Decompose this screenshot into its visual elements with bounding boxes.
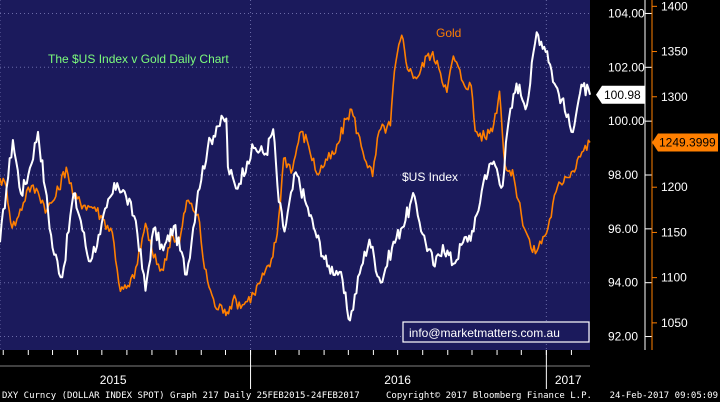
- gold-last-value-bg: [652, 133, 718, 152]
- gold-label: Gold: [436, 26, 461, 40]
- watermark-text[interactable]: info@marketmatters.com.au: [409, 326, 560, 340]
- gold-line: [0, 34, 591, 317]
- usd-last-value-tag: 100.98: [596, 85, 645, 104]
- right-axis-tick-label: 1300: [661, 90, 688, 104]
- right-axis-tick-label: 1150: [661, 225, 687, 239]
- usd-line: [0, 31, 591, 322]
- x-axis-year-label: 2015: [100, 373, 127, 387]
- right-axis-tick-label: 1350: [661, 45, 688, 59]
- usd-series: [0, 31, 591, 322]
- chart-title: The $US Index v Gold Daily Chart: [48, 52, 229, 66]
- x-axis-year-label: 2017: [555, 373, 582, 387]
- gold-series: [0, 34, 591, 317]
- footer-left: DXY Curncy (DOLLAR INDEX SPOT) Graph 217…: [2, 391, 360, 401]
- x-axis: 2015 2016 2017: [0, 350, 590, 389]
- usd-label: $US Index: [402, 170, 458, 184]
- footer-center: Copyright© 2017 Bloomberg Finance L.P.: [386, 391, 592, 401]
- usd-last-value: 100.98: [604, 88, 641, 102]
- left-axis-tick-label: 96.00: [608, 222, 638, 236]
- x-axis-year-label: 2016: [384, 373, 411, 387]
- left-axis-tick-label: 94.00: [608, 276, 638, 290]
- left-axis-tick-label: 102.00: [608, 60, 645, 74]
- gold-last-value: 1249.3999: [659, 136, 716, 150]
- right-axis-tick-label: 1400: [661, 0, 688, 13]
- usd-last-value-bg: [596, 85, 645, 104]
- left-axis-tick-label: 104.00: [608, 6, 645, 20]
- footer-right: 24-Feb-2017 09:05:09: [610, 391, 718, 401]
- left-axis-tick-label: 92.00: [608, 330, 638, 344]
- right-axis-tick-label: 1050: [661, 316, 688, 330]
- watermark-box[interactable]: info@marketmatters.com.au: [402, 321, 590, 343]
- left-axis-tick-label: 100.00: [608, 114, 645, 128]
- right-axis-tick-label: 1200: [661, 180, 688, 194]
- left-axis: 104.00 102.00 100.00 98.00 96.00 94.00 92.00: [608, 0, 652, 350]
- left-axis-tick-label: 98.00: [608, 168, 638, 182]
- gold-last-value-tag: 1249.3999: [652, 133, 718, 152]
- right-axis-tick-label: 1100: [661, 271, 687, 285]
